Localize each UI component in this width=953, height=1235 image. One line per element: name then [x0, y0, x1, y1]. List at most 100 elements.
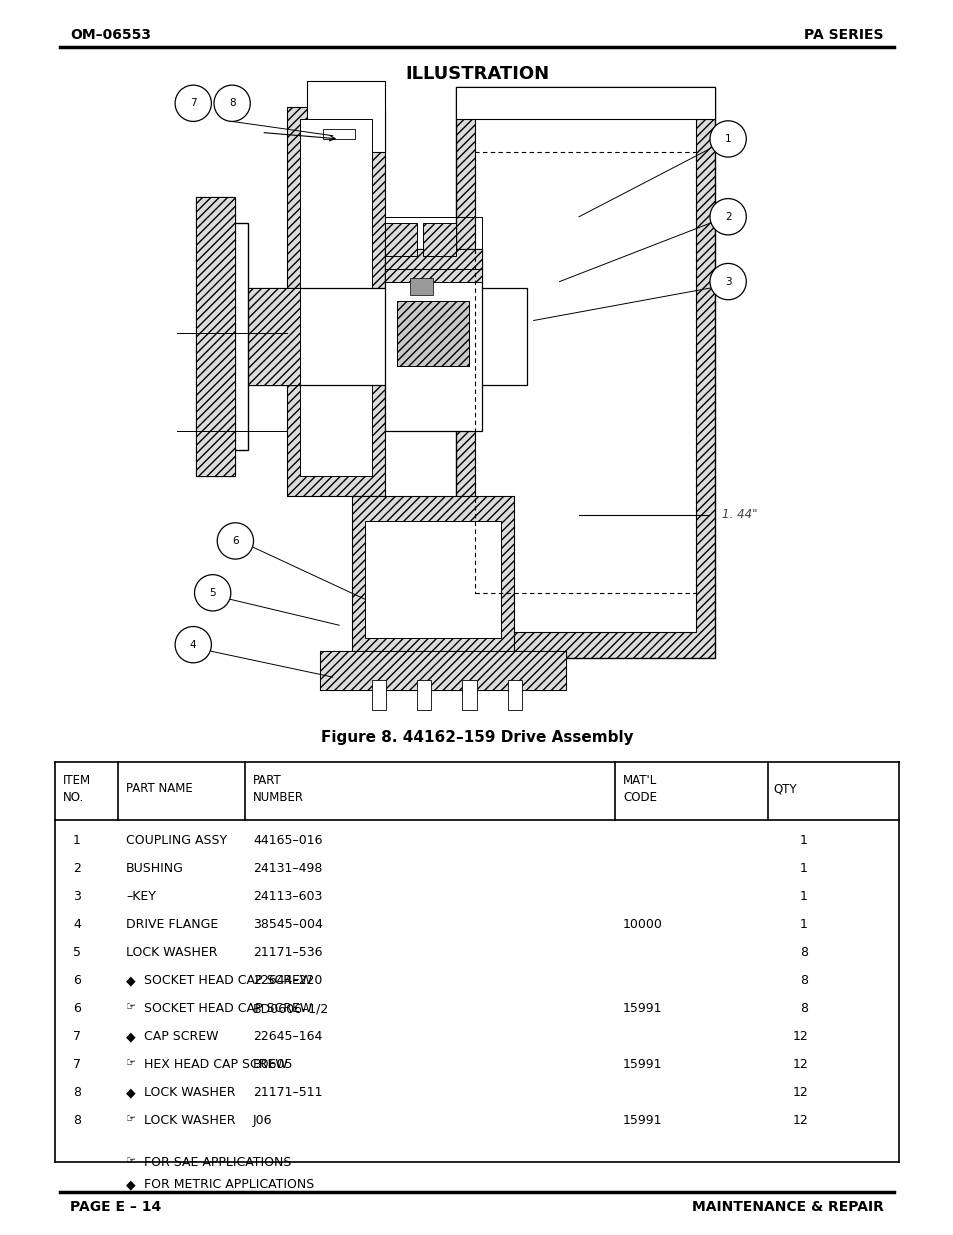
Text: Figure 8. 44162–159 Drive Assembly: Figure 8. 44162–159 Drive Assembly	[320, 730, 633, 745]
Text: COUPLING ASSY: COUPLING ASSY	[126, 834, 227, 847]
Text: 1: 1	[73, 834, 81, 847]
Bar	[397, 301, 468, 366]
Text: BD0606–1/2: BD0606–1/2	[253, 1002, 329, 1015]
Text: 6: 6	[232, 536, 238, 546]
Text: 22644–220: 22644–220	[253, 974, 322, 987]
Bar	[222, 224, 248, 451]
Bar	[196, 198, 235, 477]
Text: 15991: 15991	[622, 1002, 661, 1015]
Text: 6: 6	[73, 1002, 81, 1015]
Text: FOR METRIC APPLICATIONS: FOR METRIC APPLICATIONS	[144, 1178, 314, 1191]
Text: 1: 1	[724, 133, 731, 144]
Bar	[462, 680, 476, 709]
Bar	[384, 249, 481, 282]
Text: 24131–498: 24131–498	[253, 862, 322, 876]
Circle shape	[175, 626, 212, 663]
Text: LOCK WASHER: LOCK WASHER	[126, 946, 217, 960]
Circle shape	[709, 263, 745, 300]
Text: 12: 12	[791, 1030, 807, 1044]
Text: ☞: ☞	[126, 1002, 136, 1011]
Text: 21171–511: 21171–511	[253, 1086, 322, 1099]
Text: 1: 1	[800, 862, 807, 876]
Text: 12: 12	[791, 1058, 807, 1071]
Text: ILLUSTRATION: ILLUSTRATION	[404, 65, 549, 83]
Text: PAGE E – 14: PAGE E – 14	[70, 1200, 161, 1214]
Text: OM–06553: OM–06553	[70, 28, 151, 42]
Text: 8: 8	[800, 1002, 807, 1015]
Bar	[235, 288, 527, 385]
Text: ◆: ◆	[126, 974, 135, 987]
Bar	[456, 86, 715, 120]
Text: QTY: QTY	[772, 782, 796, 795]
Text: 8: 8	[800, 974, 807, 987]
Text: 4: 4	[190, 640, 196, 650]
Bar	[456, 88, 715, 658]
Text: 12: 12	[791, 1114, 807, 1128]
Text: 8: 8	[73, 1086, 81, 1099]
Text: 7: 7	[190, 99, 196, 109]
Text: 1: 1	[800, 890, 807, 903]
Bar	[384, 224, 416, 256]
Circle shape	[709, 199, 745, 235]
Bar	[475, 114, 695, 632]
Text: LOCK WASHER: LOCK WASHER	[144, 1114, 235, 1128]
Text: 44165–016: 44165–016	[253, 834, 322, 847]
Bar	[352, 495, 514, 658]
Text: 2: 2	[73, 862, 81, 876]
Circle shape	[709, 121, 745, 157]
Text: 1: 1	[800, 918, 807, 931]
Bar	[416, 680, 431, 709]
Bar	[384, 249, 481, 431]
Text: DRIVE FLANGE: DRIVE FLANGE	[126, 918, 218, 931]
Bar	[319, 651, 565, 690]
Bar	[287, 106, 384, 495]
Circle shape	[213, 85, 250, 121]
Text: ☞: ☞	[126, 1058, 136, 1068]
Text: 3: 3	[73, 890, 81, 903]
Text: PART NAME: PART NAME	[126, 782, 193, 795]
Text: 15991: 15991	[622, 1114, 661, 1128]
Text: 6: 6	[73, 974, 81, 987]
Text: ◆: ◆	[126, 1178, 135, 1191]
Circle shape	[217, 522, 253, 559]
Text: 5: 5	[73, 946, 81, 960]
Text: ☞: ☞	[126, 1114, 136, 1124]
Text: 4: 4	[73, 918, 81, 931]
Bar	[371, 680, 385, 709]
Text: ◆: ◆	[126, 1086, 135, 1099]
Text: 3: 3	[724, 277, 731, 287]
Bar	[384, 217, 481, 269]
Text: 1: 1	[800, 834, 807, 847]
Text: 21171–536: 21171–536	[253, 946, 322, 960]
Text: 12: 12	[791, 1086, 807, 1099]
Text: ☞: ☞	[126, 1156, 136, 1166]
Bar	[352, 495, 514, 658]
Text: 10000: 10000	[622, 918, 662, 931]
Text: ITEM
NO.: ITEM NO.	[63, 774, 91, 804]
Text: CAP SCREW: CAP SCREW	[144, 1030, 218, 1044]
Bar	[397, 301, 468, 366]
Bar	[319, 86, 371, 140]
Bar	[287, 106, 384, 495]
Bar	[507, 680, 521, 709]
Text: LOCK WASHER: LOCK WASHER	[144, 1086, 235, 1099]
Text: SOCKET HEAD CAP SCREW: SOCKET HEAD CAP SCREW	[144, 974, 312, 987]
Text: 8: 8	[73, 1114, 81, 1128]
Text: BUSHING: BUSHING	[126, 862, 184, 876]
Text: 24113–603: 24113–603	[253, 890, 322, 903]
Text: MAT'L
CODE: MAT'L CODE	[622, 774, 657, 804]
Bar	[196, 198, 235, 477]
Bar	[306, 80, 384, 152]
Text: 7: 7	[73, 1058, 81, 1071]
Circle shape	[175, 85, 212, 121]
Bar	[322, 130, 355, 140]
Bar	[319, 651, 565, 690]
Text: 2: 2	[724, 211, 731, 222]
Bar	[235, 288, 300, 385]
Circle shape	[194, 574, 231, 611]
Text: PA SERIES: PA SERIES	[803, 28, 883, 42]
Bar	[410, 278, 433, 295]
Text: FOR SAE APPLICATIONS: FOR SAE APPLICATIONS	[144, 1156, 291, 1170]
Text: 8: 8	[229, 99, 235, 109]
Text: 1․ 44": 1․ 44"	[720, 509, 757, 521]
